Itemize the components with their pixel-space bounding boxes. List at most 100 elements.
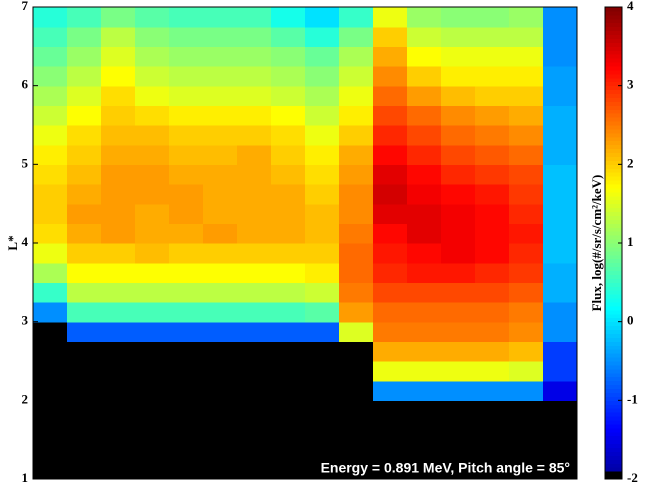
heatmap-cell (135, 105, 170, 126)
heatmap-cell (101, 439, 136, 460)
heatmap-cell (509, 321, 544, 342)
colorbar-step (605, 42, 622, 47)
heatmap-cell (509, 380, 544, 401)
heatmap-cell (339, 420, 374, 441)
y-tick-label: 2 (22, 391, 29, 406)
heatmap-cell (33, 380, 68, 401)
heatmap-cell (373, 184, 408, 205)
heatmap-cell (203, 184, 238, 205)
heatmap-cell (237, 459, 272, 480)
heatmap-cell (441, 66, 476, 87)
heatmap-cell (67, 282, 102, 303)
colorbar-step (605, 176, 622, 181)
heatmap-cell (475, 223, 510, 244)
heatmap-cell (203, 85, 238, 106)
colorbar-step (605, 451, 622, 456)
heatmap-cell (237, 223, 272, 244)
heatmap-cell (33, 223, 68, 244)
colorbar-step (605, 30, 622, 36)
heatmap-cell (339, 243, 374, 264)
heatmap-cell (271, 46, 306, 67)
colorbar-step (605, 329, 622, 334)
heatmap-cell (169, 184, 204, 205)
heatmap-cell (475, 400, 510, 421)
heatmap-cell (543, 105, 578, 126)
colorbar-step (605, 66, 622, 71)
heatmap-cell (305, 459, 340, 480)
heatmap-cell (441, 400, 476, 421)
colorbar-step (605, 46, 622, 51)
heatmap-cell (237, 46, 272, 67)
heatmap-cell (407, 203, 442, 224)
heatmap-cell (339, 262, 374, 283)
heatmap-cell (203, 243, 238, 264)
colorbar-step (605, 117, 622, 122)
colorbar-step (605, 62, 622, 67)
heatmap-cell (67, 420, 102, 441)
heatmap-cell (101, 7, 136, 28)
heatmap-cell (339, 361, 374, 382)
heatmap-cell (543, 361, 578, 382)
heatmap-cell (373, 105, 408, 126)
heatmap-cell (339, 439, 374, 460)
heatmap-cell (441, 243, 476, 264)
heatmap-cell (203, 203, 238, 224)
heatmap-cell (67, 26, 102, 47)
heatmap-cell (441, 302, 476, 323)
heatmap-cell (101, 341, 136, 362)
heatmap-cell (441, 85, 476, 106)
heatmap-cell (509, 361, 544, 382)
heatmap-cell (475, 420, 510, 441)
heatmap-cell (237, 302, 272, 323)
heatmap-cell (101, 203, 136, 224)
heatmap-cell (475, 164, 510, 185)
heatmap-cell (169, 243, 204, 264)
heatmap-cell (475, 321, 510, 342)
heatmap-cell (475, 459, 510, 480)
colorbar-step (605, 388, 622, 393)
heatmap-cell (33, 400, 68, 421)
heatmap-cell (169, 321, 204, 342)
heatmap-cell (441, 282, 476, 303)
heatmap-cell (101, 420, 136, 441)
heatmap-cell (237, 203, 272, 224)
heatmap-cell (407, 439, 442, 460)
colorbar-step (605, 121, 622, 126)
colorbar-step (605, 227, 622, 232)
heatmap-cell (203, 7, 238, 28)
heatmap-cell (305, 420, 340, 441)
heatmap-cell (135, 321, 170, 342)
heatmap-cell (237, 439, 272, 460)
colorbar-step (605, 400, 622, 405)
colorbar-step (605, 239, 622, 244)
heatmap-cell (271, 341, 306, 362)
heatmap-cell (373, 341, 408, 362)
colorbar-step (605, 26, 622, 32)
heatmap-cell (101, 66, 136, 87)
colorbar-tick-label: 3 (627, 77, 634, 92)
heatmap-cell (543, 26, 578, 47)
colorbar-step (605, 10, 622, 16)
colorbar-step (605, 50, 622, 55)
heatmap-cell (237, 380, 272, 401)
heatmap-cell (135, 184, 170, 205)
heatmap-cell (101, 262, 136, 283)
heatmap-cell (543, 459, 578, 480)
colorbar-step (605, 144, 622, 150)
heatmap-cell (475, 7, 510, 28)
heatmap-cell (373, 7, 408, 28)
colorbar-step (605, 109, 622, 114)
heatmap-cell (101, 46, 136, 67)
heatmap-cell (543, 321, 578, 342)
heatmap-cell (305, 164, 340, 185)
colorbar-step (605, 290, 622, 295)
heatmap-cell (271, 262, 306, 283)
colorbar-step (605, 325, 622, 331)
heatmap-cell (509, 302, 544, 323)
colorbar-tick-label: 2 (627, 155, 634, 170)
colorbar-step (605, 439, 622, 445)
colorbar-step (605, 317, 622, 323)
heatmap-cell (67, 459, 102, 480)
heatmap-cell (169, 7, 204, 28)
heatmap-cell (67, 223, 102, 244)
